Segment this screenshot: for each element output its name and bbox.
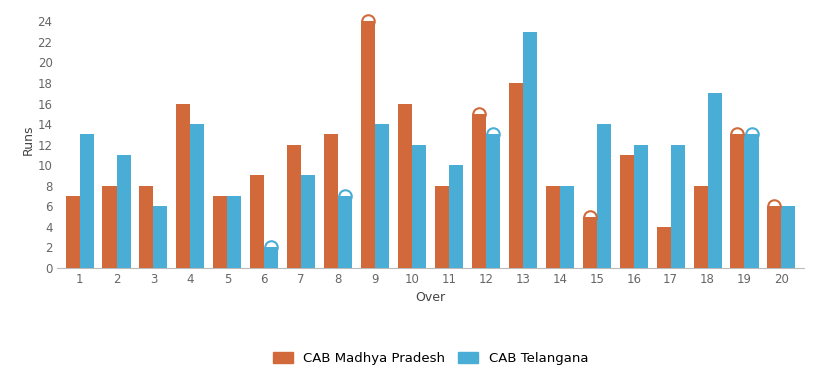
Bar [670,145,684,268]
Bar [301,176,314,268]
Bar [153,206,167,268]
Bar [79,134,93,268]
Bar [397,103,411,268]
Bar [656,227,670,268]
Bar [176,103,190,268]
Y-axis label: Runs: Runs [22,124,34,155]
Bar [66,196,79,268]
Bar [449,165,463,268]
Legend: CAB Madhya Pradesh, CAB Telangana: CAB Madhya Pradesh, CAB Telangana [267,346,593,370]
Bar [781,206,794,268]
Bar [337,196,351,268]
X-axis label: Over: Over [415,291,445,304]
Bar [434,186,449,268]
Bar [471,114,486,268]
Bar [287,145,301,268]
Bar [360,22,374,268]
Bar [730,134,744,268]
Bar [744,134,758,268]
Bar [139,186,153,268]
Bar [250,176,264,268]
Bar [509,83,523,268]
Bar [523,32,536,268]
Bar [324,134,337,268]
Bar [264,247,278,268]
Bar [486,134,500,268]
Bar [227,196,241,268]
Bar [411,145,426,268]
Bar [633,145,647,268]
Bar [693,186,707,268]
Bar [545,186,559,268]
Bar [596,124,610,268]
Bar [374,124,389,268]
Bar [619,155,633,268]
Bar [707,93,721,268]
Bar [582,217,596,268]
Bar [116,155,130,268]
Bar [102,186,116,268]
Bar [213,196,227,268]
Bar [190,124,204,268]
Bar [767,206,781,268]
Bar [559,186,573,268]
